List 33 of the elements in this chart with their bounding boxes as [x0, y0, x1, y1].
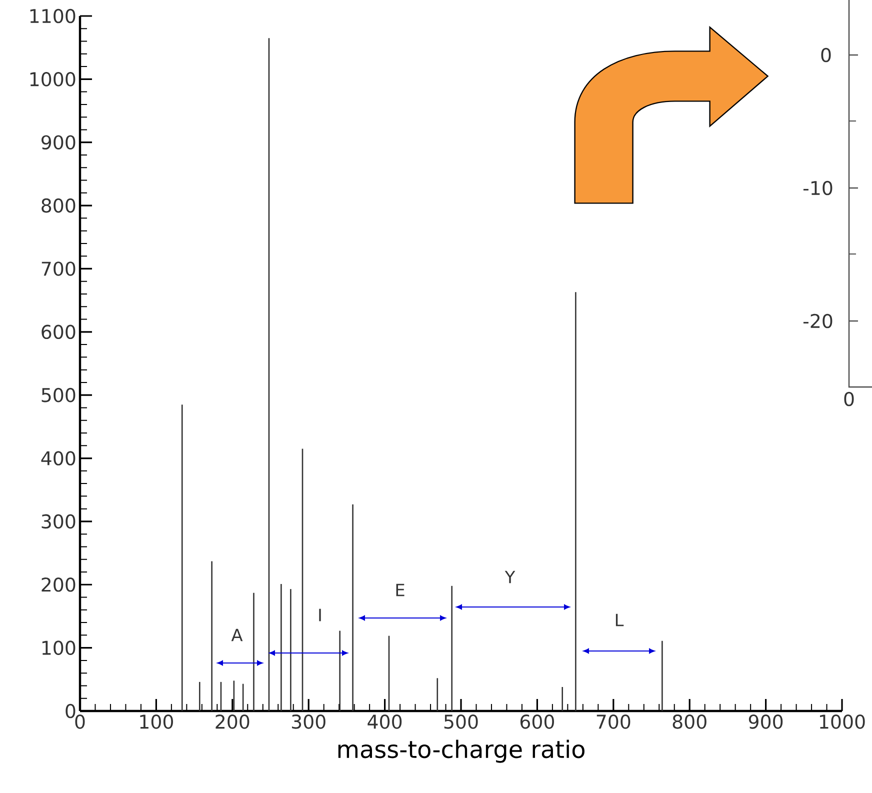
y-tick-label: 600 — [42, 324, 76, 340]
y-tick-label: 300 — [42, 514, 76, 529]
x-tick-label: 800 — [672, 714, 706, 729]
x-tick-label: 900 — [748, 714, 783, 729]
annotation: A — [231, 628, 243, 642]
annotation: L — [616, 614, 624, 626]
annotation: 0 — [821, 48, 831, 62]
y-tick-label: 200 — [42, 577, 76, 592]
annotation: -10 — [803, 180, 832, 196]
annotation: -20 — [803, 314, 832, 328]
x-tick-label: 300 — [292, 714, 326, 729]
y-tick-label: 100 — [42, 640, 76, 655]
y-tick-label: 400 — [41, 451, 76, 466]
x-tick-label: 200 — [216, 714, 250, 729]
annotation: I — [319, 608, 321, 622]
text: 0 — [844, 392, 854, 406]
x-tick-label: 0 — [75, 714, 85, 729]
x-tick-label: 1000 — [820, 714, 865, 729]
y-tick-label: 900 — [42, 135, 76, 150]
x-tick-label: 400 — [368, 714, 402, 729]
y-tick-label: 800 — [42, 198, 76, 213]
x-tick-label: 100 — [140, 714, 173, 729]
x-axis-title: mass-to-charge ratio — [338, 740, 584, 763]
y-tick-label: 1000 — [30, 72, 76, 86]
y-tick-label: 500 — [42, 388, 76, 402]
annotation: Y — [504, 570, 516, 584]
x-tick-label: 500 — [444, 714, 478, 729]
x-tick-label: 700 — [596, 714, 630, 729]
y-tick-label: 0 — [66, 704, 76, 718]
y-tick-label: 1100 — [30, 8, 76, 24]
x-tick-label: 600 — [520, 714, 554, 729]
annotation: E — [396, 584, 404, 596]
y-tick-label: 700 — [42, 262, 76, 276]
